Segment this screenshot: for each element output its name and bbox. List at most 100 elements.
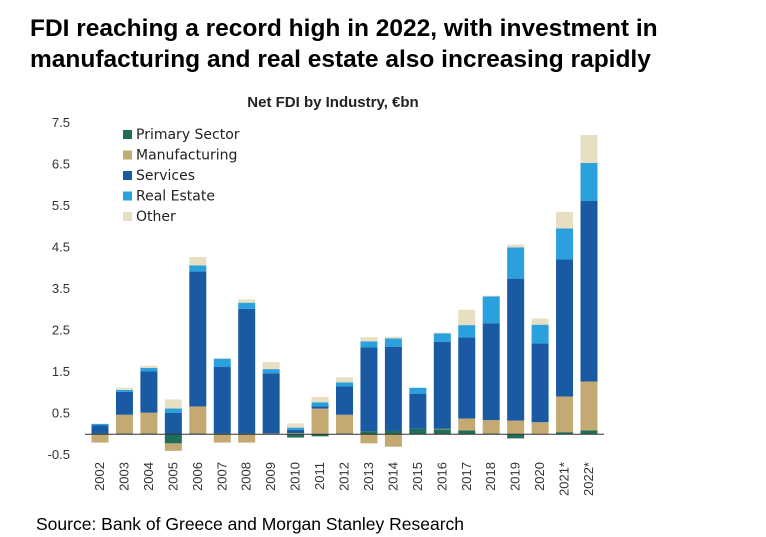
bar-segment-manufacturing-2011: [311, 408, 329, 435]
bar-segment-manufacturing-2017: [458, 418, 476, 431]
bar-segment-other-2012: [336, 377, 353, 383]
bar-segment-manufacturing-2019: [507, 420, 525, 435]
bar-segment-other-2006: [189, 257, 207, 266]
bar-segment-services-2018: [482, 323, 500, 421]
bar-segment-other-2014: [384, 336, 402, 339]
bar-segment-other-2007: [213, 357, 231, 359]
y-tick-label: 5.5: [52, 198, 70, 213]
y-axis: -0.5 0.5 1.5 2.5 3.5 4.5 5.5 6.5 7.5: [48, 115, 70, 462]
bar-segment-services-2019: [507, 278, 525, 421]
x-tick-label: 2009: [263, 462, 278, 491]
x-tick-label: 2017: [459, 462, 474, 491]
x-tick-label: 2005: [165, 462, 180, 491]
bar-segment-services-2007: [213, 367, 231, 434]
bar-segment-real-estate-2022: [580, 162, 598, 202]
legend-label: Services: [136, 168, 195, 184]
bar-segment-real-estate-2010: [287, 427, 305, 430]
legend-swatch: [123, 130, 132, 139]
x-tick-label: 2012: [337, 462, 352, 491]
legend-label: Real Estate: [136, 189, 215, 205]
bar-segment-services-2016: [433, 341, 451, 429]
bar-segment-primary-sector-2016: [433, 429, 451, 435]
bar-segment-manufacturing-2003: [115, 414, 133, 434]
bar-segment-services-2020: [531, 343, 549, 423]
x-tick-label: 2008: [239, 462, 254, 491]
bar-segment-other-2009: [262, 362, 280, 370]
y-tick-label: 1.5: [52, 364, 70, 379]
x-tick-label: 2018: [483, 462, 498, 491]
y-tick-label: 2.5: [52, 323, 70, 338]
source-note: Source: Bank of Greece and Morgan Stanle…: [36, 514, 465, 534]
bar-segment-real-estate-2012: [336, 382, 353, 387]
bar-segment-primary-sector-2019: [507, 434, 525, 439]
bar-segment-manufacturing-2020: [531, 422, 549, 434]
bar-segment-manufacturing-2006: [189, 406, 207, 434]
bar-segment-primary-sector-2014: [384, 430, 402, 435]
bar-segment-primary-sector-2011: [311, 434, 329, 437]
bar-segment-services-2015: [409, 393, 427, 429]
bar-segment-real-estate-2009: [262, 369, 280, 374]
bar-segment-primary-sector-2010: [287, 434, 305, 438]
bar-segment-other-2020: [531, 318, 549, 325]
bar-segment-services-2006: [189, 271, 207, 407]
legend-swatch: [123, 212, 132, 221]
legend-label: Other: [136, 209, 176, 225]
bar-segment-other-2016: [433, 332, 451, 334]
bar-segment-manufacturing-2007: [213, 434, 231, 443]
x-tick-label: 2015: [410, 462, 425, 491]
x-tick-label: 2022*: [581, 462, 596, 496]
legend-label: Manufacturing: [136, 148, 237, 164]
bar-segment-other-2003: [115, 387, 133, 390]
net-fdi-chart: Net FDI by Industry, €bn -0.5 0.5 1.5 2.5 3.…: [48, 94, 604, 496]
bar-segment-primary-sector-2017: [458, 430, 476, 435]
bar-segment-real-estate-2013: [360, 341, 378, 348]
bar-segment-other-2005: [164, 399, 182, 409]
bar-segment-primary-sector-2015: [409, 428, 427, 435]
bar-segment-manufacturing-2012: [336, 414, 353, 434]
y-tick-label: 4.5: [52, 240, 70, 255]
bar-segment-manufacturing-2010: [287, 433, 305, 435]
bar-segment-services-2021: [556, 259, 574, 397]
bar-segment-primary-sector-2005: [164, 434, 182, 444]
x-tick-label: 2002: [92, 462, 107, 491]
bar-segment-real-estate-2021: [556, 228, 574, 260]
x-tick-label: 2006: [190, 462, 205, 491]
headline: FDI reaching a record high in 2022, with…: [30, 13, 760, 75]
bar-segment-real-estate-2005: [164, 408, 182, 413]
legend-swatch: [123, 191, 132, 201]
bar-segment-real-estate-2011: [311, 402, 329, 407]
bar-segment-other-2004: [140, 365, 158, 368]
bar-segment-real-estate-2015: [409, 387, 427, 394]
x-tick-label: 2003: [116, 462, 131, 491]
bar-segment-manufacturing-2002: [91, 434, 109, 443]
bar-segment-manufacturing-2014: [384, 434, 402, 447]
bar-segment-manufacturing-2013: [360, 434, 378, 444]
bar-segment-manufacturing-2018: [482, 420, 500, 434]
bar-segment-real-estate-2008: [238, 302, 256, 309]
bar-segment-services-2014: [384, 346, 402, 431]
bar-segment-real-estate-2002: [91, 423, 109, 426]
bar-segment-services-2005: [164, 412, 182, 435]
bar-segment-services-2010: [287, 429, 305, 434]
bar-segment-other-2010: [287, 423, 305, 428]
y-tick-label: 7.5: [52, 115, 70, 130]
legend-label: Primary Sector: [136, 127, 240, 143]
bar-segment-manufacturing-2005: [164, 443, 182, 451]
bar-segment-services-2012: [336, 386, 353, 415]
bar-segment-real-estate-2004: [140, 367, 158, 372]
y-tick-label: 3.5: [52, 281, 70, 296]
x-tick-label: 2007: [214, 462, 229, 491]
bar-segment-other-2017: [458, 309, 476, 326]
x-tick-label: 2020: [532, 462, 547, 491]
x-tick-label: 2016: [434, 462, 449, 491]
bar-segment-services-2013: [360, 347, 378, 432]
bar-segment-other-2021: [556, 211, 574, 229]
headline-line-1: FDI reaching a record high in 2022, with…: [30, 15, 658, 42]
bar-segment-manufacturing-2021: [556, 396, 574, 433]
x-tick-label: 2021*: [557, 462, 572, 496]
bar-segment-other-2011: [311, 396, 329, 403]
legend: Primary Sector Manufacturing Services Real …: [123, 127, 240, 225]
bar-segment-real-estate-2018: [482, 296, 500, 324]
bar-segment-other-2019: [507, 244, 525, 248]
bar-segment-services-2008: [238, 308, 256, 434]
